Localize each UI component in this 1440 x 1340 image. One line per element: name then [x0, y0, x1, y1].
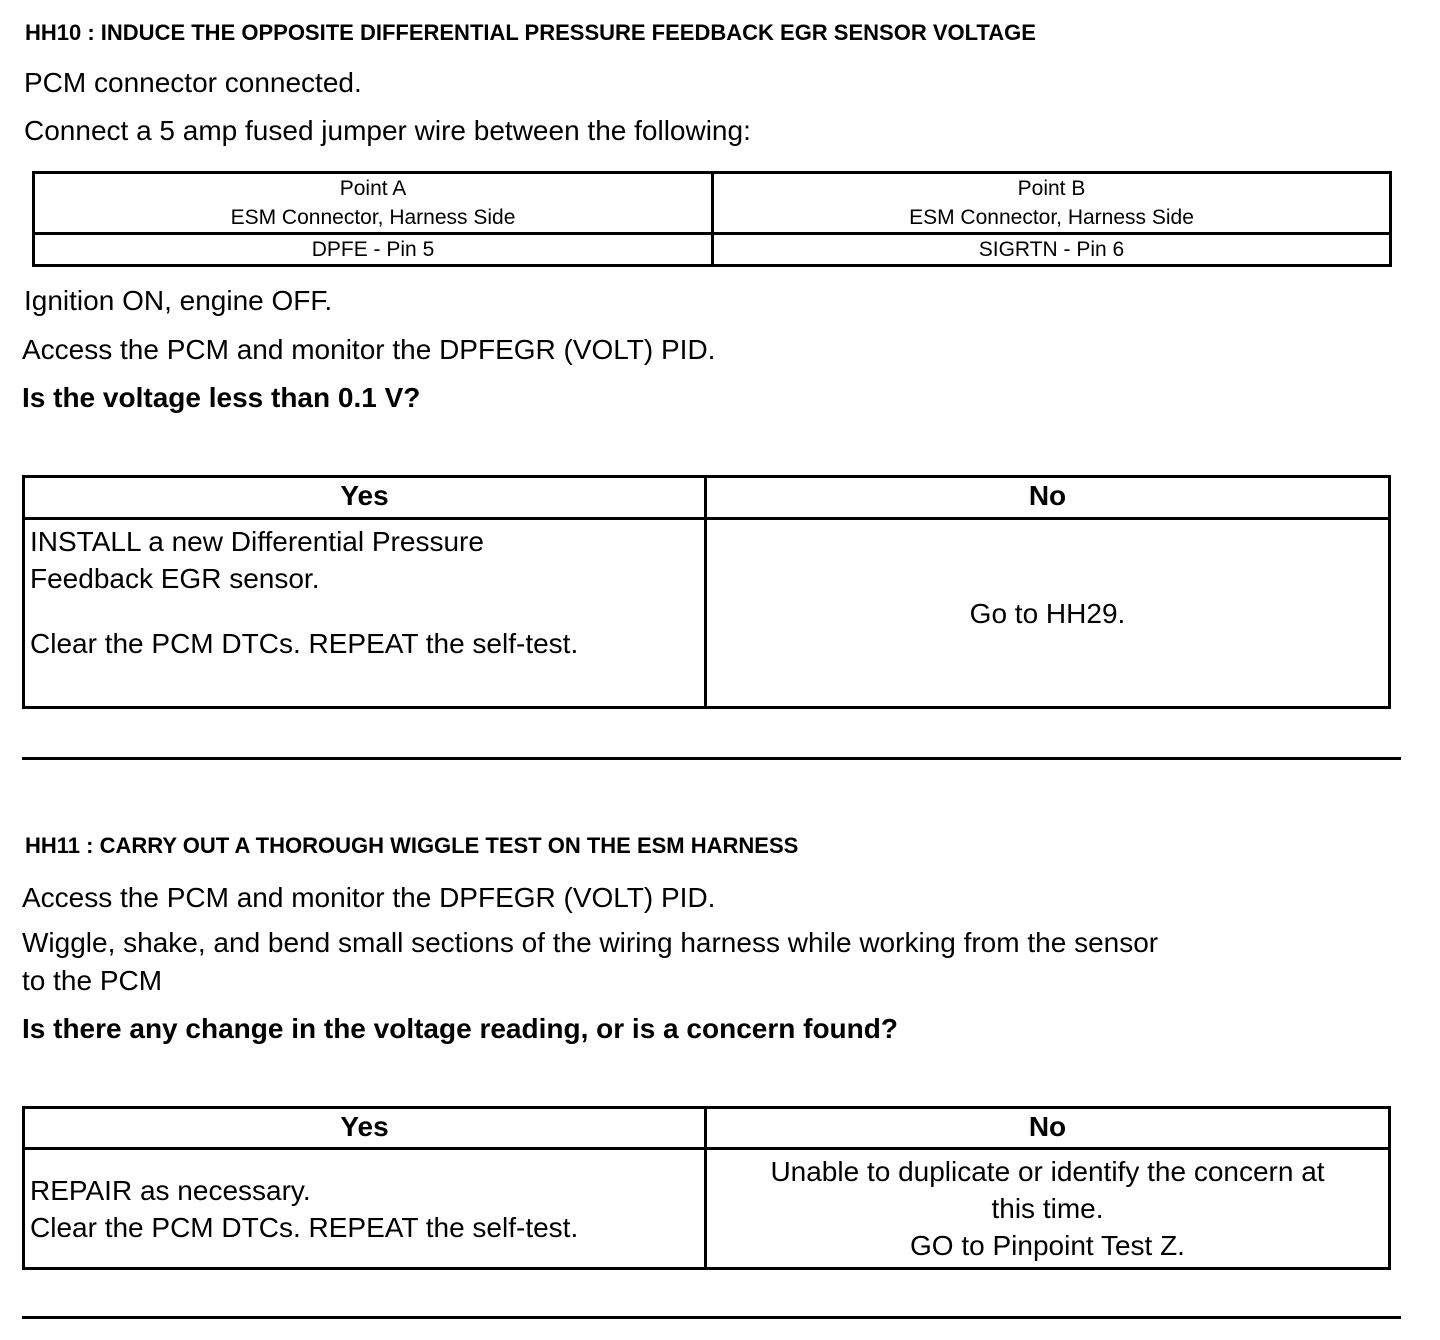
hh11-step-1: Access the PCM and monitor the DPFEGR (V… [22, 882, 716, 913]
yes-action: REPAIR as necessary. Clear the PCM DTCs.… [22, 1147, 707, 1270]
hh10-step-4: Access the PCM and monitor the DPFEGR (V… [22, 334, 716, 365]
no-header: No [704, 1106, 1391, 1150]
no-header: No [704, 475, 1391, 520]
point-a-label: Point A [339, 177, 407, 200]
hh11-question: Is there any change in the voltage readi… [22, 1013, 898, 1044]
yes-line: Feedback EGR sensor. [30, 563, 320, 594]
point-b-location: ESM Connector, Harness Side [909, 206, 1194, 229]
yes-line: INSTALL a new Differential Pressure [30, 526, 484, 557]
point-a-location: ESM Connector, Harness Side [230, 206, 516, 229]
yes-line: Clear the PCM DTCs. REPEAT the self-test… [30, 628, 579, 659]
hh10-step-3: Ignition ON, engine OFF. [24, 285, 333, 316]
no-line: this time. [991, 1193, 1104, 1224]
section-divider [22, 1316, 1401, 1319]
hh11-heading: HH11 : CARRY OUT A THOROUGH WIGGLE TEST … [25, 833, 799, 858]
no-line: Unable to duplicate or identify the conc… [770, 1156, 1325, 1187]
yes-line: REPAIR as necessary. [30, 1174, 311, 1206]
point-a-header: Point A ESM Connector, Harness Side [32, 171, 714, 235]
hh11-step-2-cont: to the PCM [22, 965, 163, 996]
yes-action: INSTALL a new Differential Pressure Feed… [22, 517, 707, 709]
yes-header: Yes [22, 1106, 707, 1150]
section-divider [22, 757, 1401, 760]
point-b-header: Point B ESM Connector, Harness Side [711, 171, 1392, 235]
hh10-step-1: PCM connector connected. [24, 67, 362, 98]
point-a-pin: DPFE - Pin 5 [32, 232, 714, 267]
point-b-label: Point B [1017, 177, 1086, 200]
point-b-pin: SIGRTN - Pin 6 [711, 232, 1392, 267]
jumper-table: Point A ESM Connector, Harness Side Poin… [32, 171, 1392, 267]
hh11-result-table: Yes No REPAIR as necessary. Clear the PC… [22, 1106, 1391, 1270]
hh10-heading: HH10 : INDUCE THE OPPOSITE DIFFERENTIAL … [25, 20, 1036, 45]
yes-line: Clear the PCM DTCs. REPEAT the self-test… [30, 1211, 579, 1243]
no-action: Unable to duplicate or identify the conc… [704, 1147, 1391, 1270]
hh10-result-table: Yes No INSTALL a new Differential Pressu… [22, 475, 1391, 709]
no-line: GO to Pinpoint Test Z. [910, 1230, 1185, 1261]
hh10-step-2: Connect a 5 amp fused jumper wire betwee… [24, 115, 751, 146]
hh10-question: Is the voltage less than 0.1 V? [22, 382, 421, 413]
no-action: Go to HH29. [704, 517, 1391, 709]
hh11-step-2: Wiggle, shake, and bend small sections o… [22, 927, 1159, 958]
yes-header: Yes [22, 475, 707, 520]
